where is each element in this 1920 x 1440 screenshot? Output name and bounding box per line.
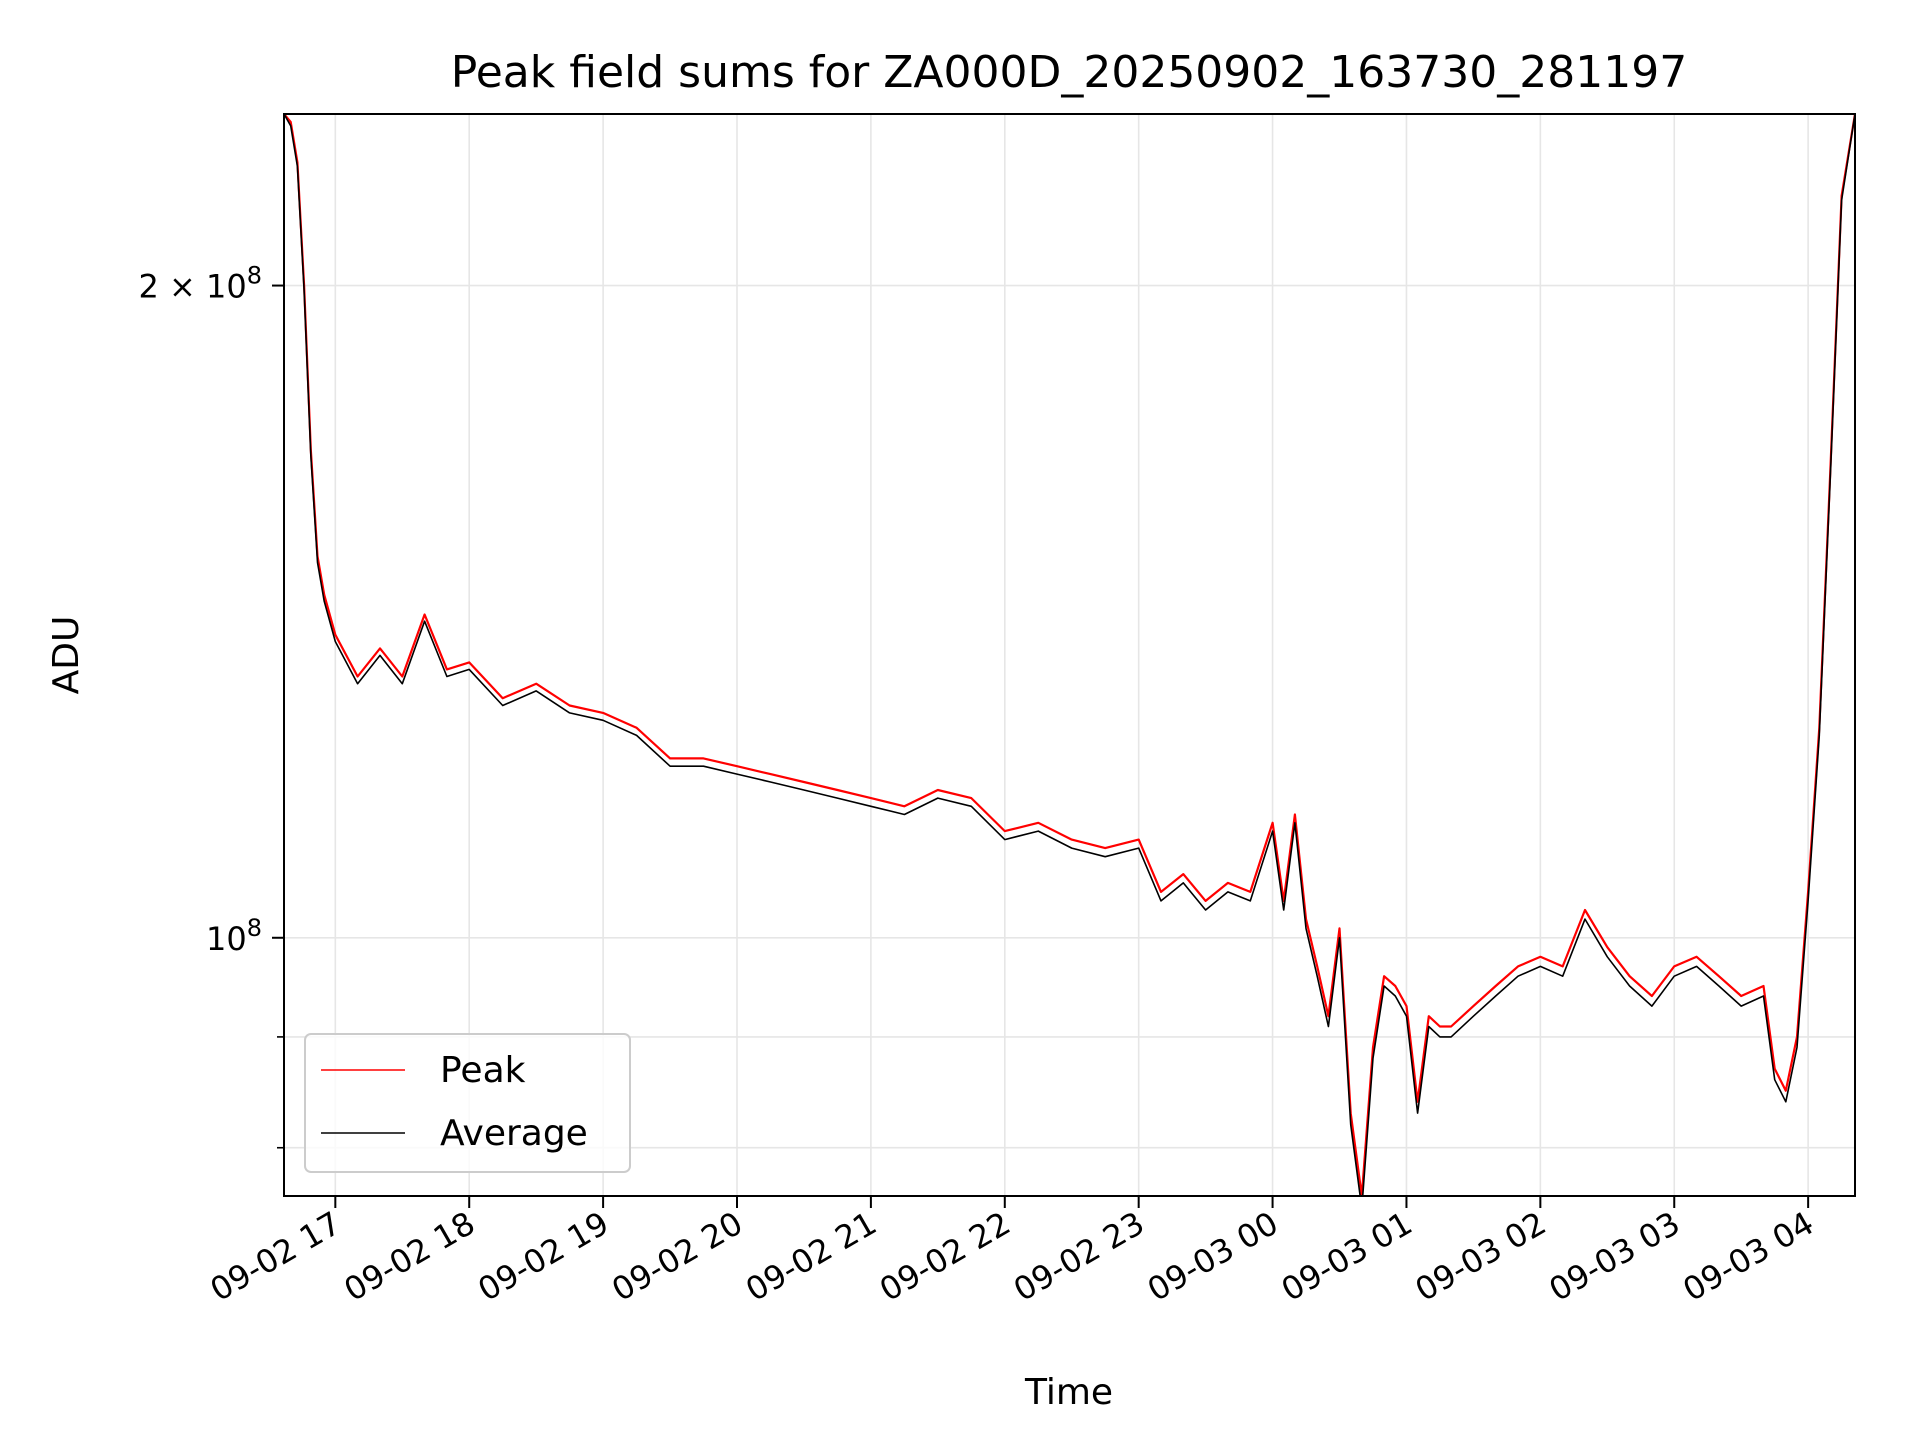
y-axis-ticks: 108 2 × 108 — [138, 262, 284, 1149]
legend-box — [304, 1033, 631, 1173]
plot-frame — [283, 113, 1856, 1197]
y-tick-label: 2 × 108 — [138, 262, 262, 306]
y-tick-label: 108 — [206, 914, 262, 958]
series-line-peak — [284, 114, 1855, 1196]
x-axis-label: Time — [1024, 1372, 1113, 1413]
legend-label-peak: Peak — [440, 1050, 526, 1091]
series-line-average — [284, 114, 1855, 1196]
chart-title: Peak field sums for ZA000D_20250902_1637… — [451, 47, 1687, 98]
series-layer — [284, 114, 1855, 1196]
y-axis-label: ADU — [46, 616, 87, 695]
legend: Peak Average — [304, 1033, 631, 1173]
plot-area — [284, 114, 1855, 1196]
legend-label-average: Average — [440, 1113, 588, 1154]
